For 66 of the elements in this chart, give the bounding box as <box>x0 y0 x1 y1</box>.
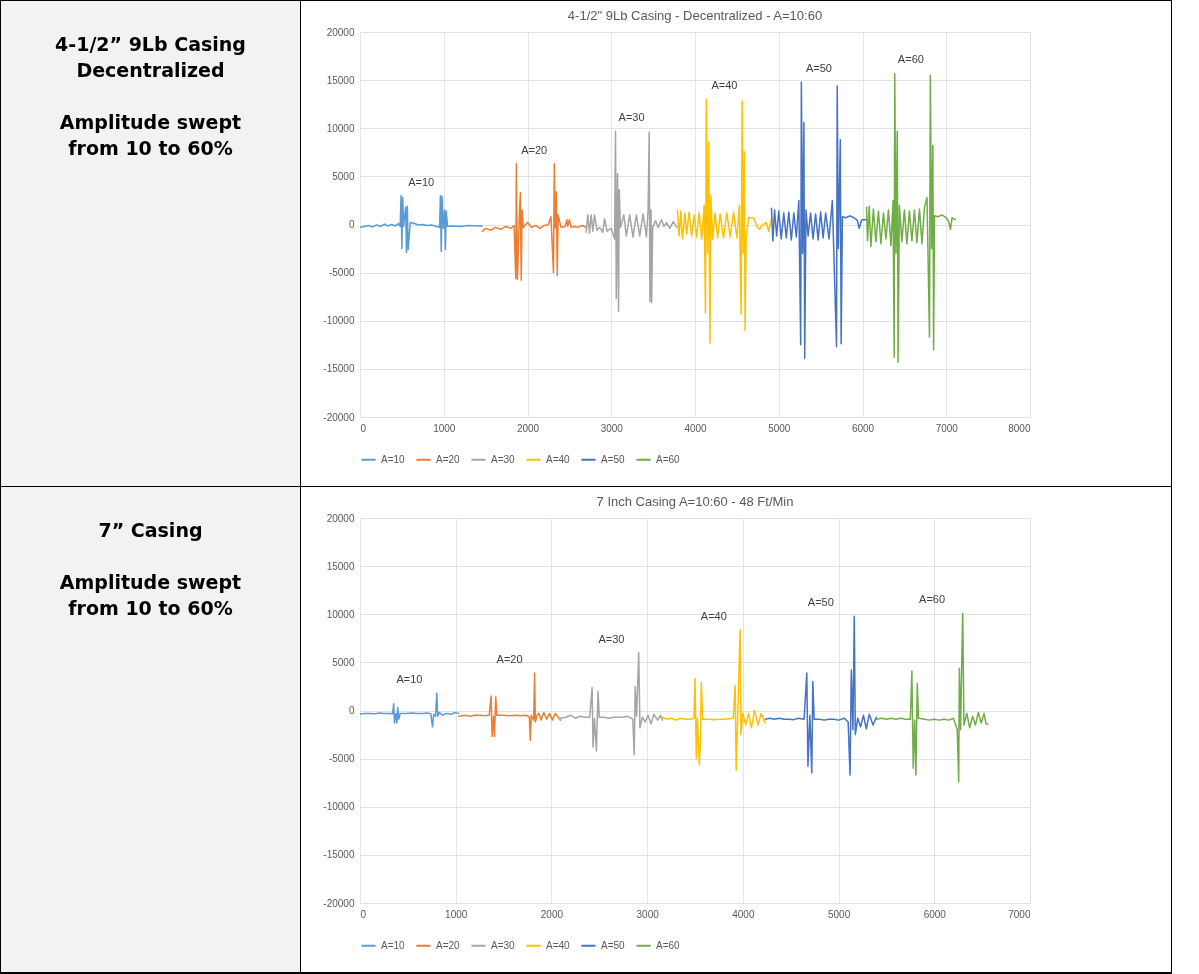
text: 4-1/2” 9Lb Casing <box>54 32 247 57</box>
x-tick-label: 4000 <box>684 422 708 434</box>
y-tick-label: 15000 <box>326 560 355 572</box>
y-tick-label: -10000 <box>323 315 355 327</box>
y-tick-label: 15000 <box>326 74 355 86</box>
x-tick-label: 8000 <box>1008 422 1031 434</box>
y-tick-label: 20000 <box>326 512 355 524</box>
y-tick-label: -20000 <box>323 897 355 909</box>
annotation: A=10 <box>408 175 435 188</box>
y-tick-label: 20000 <box>326 26 355 38</box>
legend-label: A=40 <box>546 453 571 465</box>
x-tick-label: 7000 <box>1008 908 1031 920</box>
annotation: A=60 <box>919 593 946 606</box>
y-tick-label: 5000 <box>332 656 355 668</box>
legend-label: A=10 <box>381 939 406 951</box>
annotation: A=40 <box>711 79 738 92</box>
y-tick-label: -5000 <box>328 267 355 279</box>
legend-label: A=20 <box>436 939 461 951</box>
annotation: A=10 <box>396 673 423 686</box>
y-tick-label: 5000 <box>332 170 355 182</box>
x-tick-label: 3000 <box>636 908 660 920</box>
legend-label: A=40 <box>546 939 571 951</box>
y-tick-label: 10000 <box>326 608 355 620</box>
legend-label: A=50 <box>601 453 626 465</box>
x-tick-label: 3000 <box>600 422 624 434</box>
annotation: A=30 <box>598 632 625 645</box>
x-tick-label: 7000 <box>935 422 959 434</box>
chart-title: 4-1/2" 9Lb Casing - Decentralized - A=10:60 <box>567 8 823 23</box>
annotation: A=20 <box>496 652 523 665</box>
y-tick-label: 10000 <box>326 122 355 134</box>
x-tick-label: 0 <box>360 908 367 920</box>
text: Amplitude swept from 10 to 60% <box>58 110 243 161</box>
text: 7” Casing <box>97 518 204 543</box>
x-tick-label: 1000 <box>445 908 468 920</box>
legend-label: A=20 <box>436 453 461 465</box>
legend-label: A=30 <box>491 939 516 951</box>
legend-label: A=60 <box>656 939 681 951</box>
legend-label: A=60 <box>656 453 681 465</box>
y-tick-label: 0 <box>348 705 355 716</box>
text: Decentralized <box>75 58 226 83</box>
y-tick-label: -15000 <box>323 363 355 375</box>
legend-label: A=10 <box>381 453 406 465</box>
chart-title: 7 Inch Casing A=10:60 - 48 Ft/Min <box>596 494 794 509</box>
y-tick-label: 0 <box>348 219 355 230</box>
annotation: A=50 <box>805 62 832 75</box>
legend-label: A=30 <box>491 453 516 465</box>
text: Amplitude swept from 10 to 60% <box>58 570 243 621</box>
x-tick-label: 0 <box>360 422 367 434</box>
x-tick-label: 5000 <box>827 908 851 920</box>
x-tick-label: 2000 <box>540 908 564 920</box>
y-tick-label: -15000 <box>323 849 355 861</box>
x-tick-label: 2000 <box>516 422 540 434</box>
annotation: A=40 <box>700 609 727 622</box>
x-tick-label: 4000 <box>732 908 755 920</box>
x-tick-label: 1000 <box>433 422 456 434</box>
y-tick-label: -10000 <box>323 801 355 813</box>
x-tick-label: 5000 <box>768 422 791 434</box>
annotation: A=60 <box>897 53 924 66</box>
annotation: A=50 <box>807 596 834 609</box>
x-tick-label: 6000 <box>923 908 947 920</box>
x-tick-label: 6000 <box>851 422 875 434</box>
annotation: A=20 <box>521 143 548 156</box>
annotation: A=30 <box>618 111 645 124</box>
y-tick-label: -5000 <box>328 753 355 765</box>
y-tick-label: -20000 <box>323 411 355 423</box>
legend-label: A=50 <box>601 939 626 951</box>
